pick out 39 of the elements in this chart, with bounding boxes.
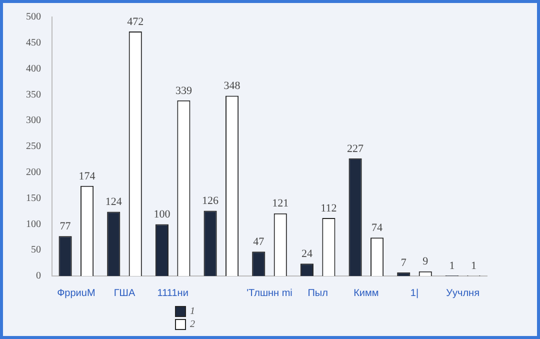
data-label: 47 <box>253 236 265 248</box>
data-label: 112 <box>320 202 337 214</box>
y-tick-label: 200 <box>26 167 41 178</box>
y-tick-label: 350 <box>26 89 41 100</box>
x-tick-label: 1| <box>410 288 419 299</box>
data-label: 1 <box>449 260 455 272</box>
x-tick-label: ГША <box>114 288 136 299</box>
y-tick-label: 450 <box>26 38 41 49</box>
data-label: 339 <box>175 84 192 97</box>
data-label: 1 <box>470 260 476 272</box>
data-label: 9 <box>422 256 429 268</box>
x-tick-label: 'Тлшнн mi <box>246 288 292 299</box>
data-label: 74 <box>372 222 384 234</box>
data-label: 348 <box>224 80 241 92</box>
data-label: 126 <box>202 195 220 208</box>
y-tick-label: 400 <box>26 63 41 74</box>
x-tick-label: Пыл <box>308 288 328 299</box>
data-label: 7 <box>400 256 407 269</box>
x-tick-label: ФрриuM <box>57 288 96 299</box>
y-tick-label: 300 <box>26 115 41 126</box>
data-label: 121 <box>272 198 289 210</box>
y-tick-label: 50 <box>31 244 41 256</box>
x-tick-label: 1111ни <box>157 288 188 299</box>
data-label: 472 <box>127 16 144 28</box>
x-tick-label: Уучлня <box>446 288 480 299</box>
data-label: 124 <box>105 196 122 208</box>
data-label: 227 <box>347 142 364 155</box>
data-label: 100 <box>154 208 171 221</box>
y-tick-label: 0 <box>36 270 41 282</box>
legend-label: 1 <box>190 306 195 317</box>
data-label: 174 <box>78 170 96 182</box>
y-tick-label: 500 <box>26 12 41 23</box>
data-label: 77 <box>60 220 72 233</box>
y-tick-label: 150 <box>26 192 41 204</box>
y-tick-label: 100 <box>26 218 41 230</box>
y-tick-label: 250 <box>26 141 41 152</box>
data-label: 24 <box>301 248 313 260</box>
x-tick-label: Кимм <box>354 288 379 299</box>
legend-label: 2 <box>190 319 195 330</box>
